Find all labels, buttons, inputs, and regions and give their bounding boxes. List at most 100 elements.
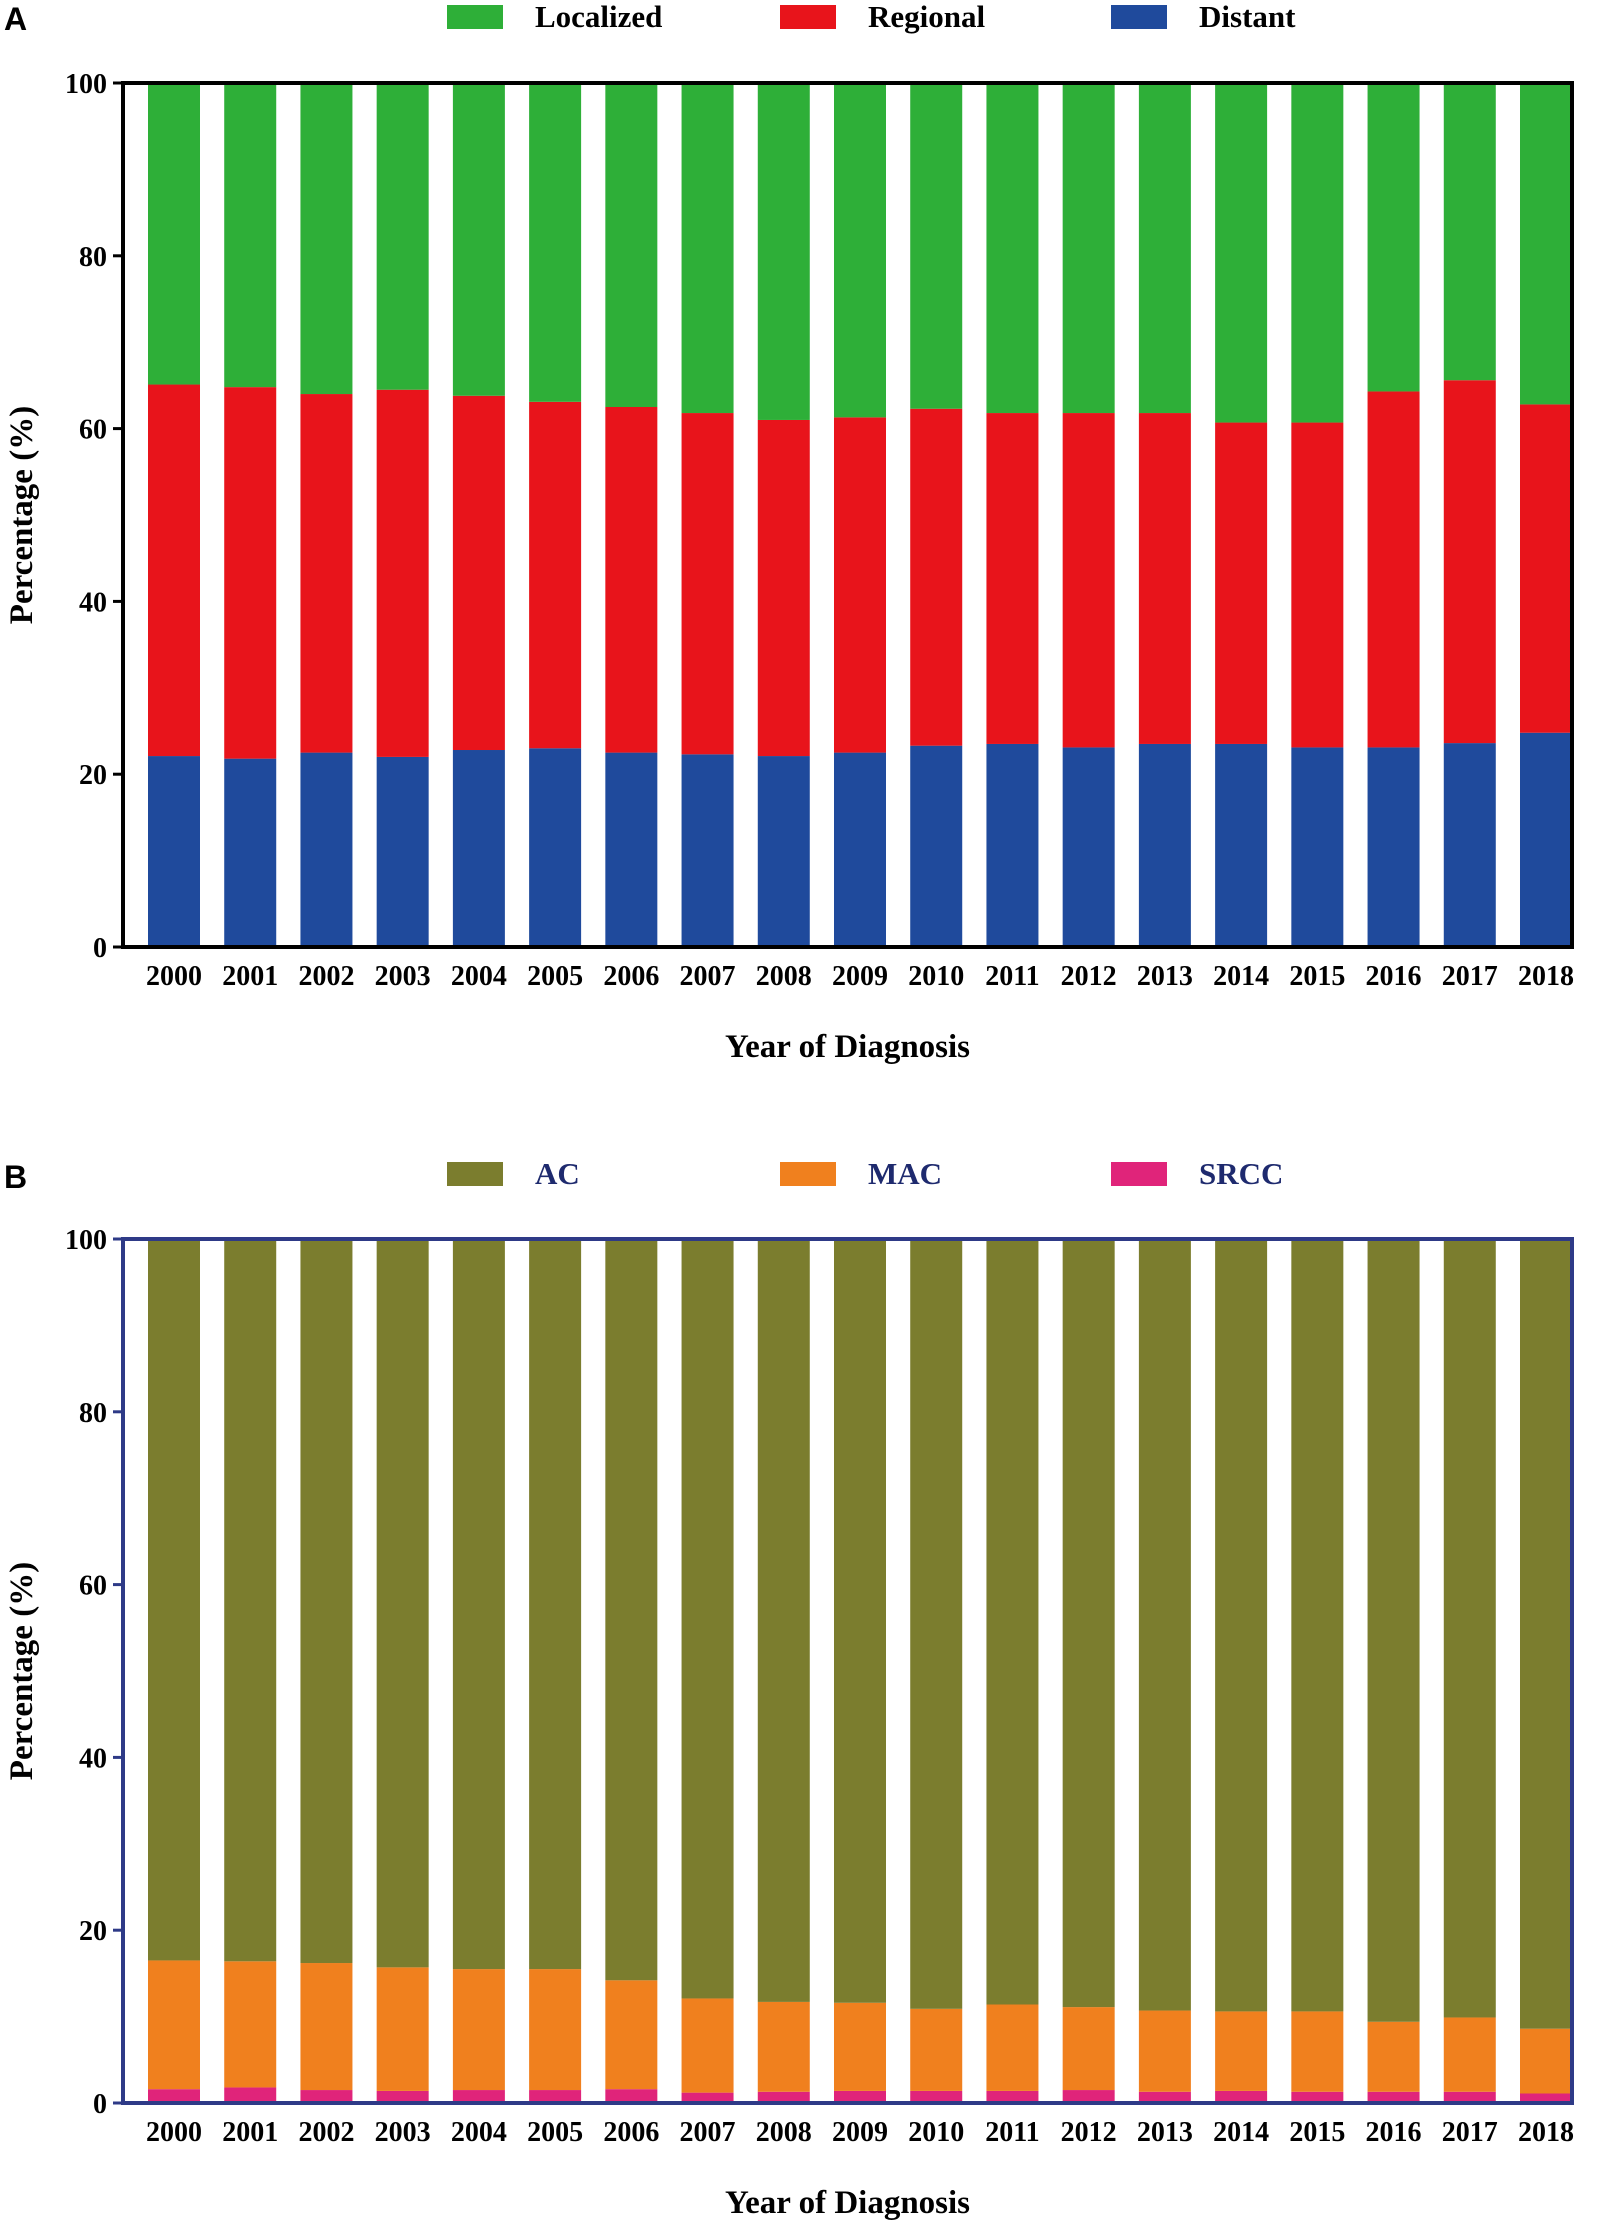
bar-distant-2006 [605, 752, 658, 947]
y-tick-label: 20 [79, 760, 107, 791]
bar-mac-2012 [1062, 2007, 1115, 2091]
y-axis-title: Percentage (%) [4, 406, 40, 624]
bar-localized-2007 [681, 83, 734, 414]
bar-ac-2001 [224, 1239, 277, 1962]
x-tick-label: 2015 [1289, 961, 1345, 992]
bar-distant-2000 [148, 756, 200, 947]
bar-localized-2013 [1138, 83, 1191, 414]
bar-regional-2011 [986, 413, 1039, 744]
x-tick-label: 2013 [1137, 961, 1193, 992]
bar-ac-2005 [529, 1239, 582, 1970]
bar-localized-2001 [224, 83, 277, 388]
bar-distant-2017 [1443, 743, 1496, 947]
legend-swatch-srcc [1111, 1162, 1167, 1186]
x-tick-label: 2011 [985, 2117, 1039, 2148]
bar-ac-2014 [1215, 1239, 1268, 2012]
bar-srcc-2004 [452, 2090, 505, 2103]
legend-label-regional: Regional [868, 0, 986, 34]
plot-frame [121, 1237, 1574, 2105]
x-tick-label: 2010 [908, 961, 964, 992]
bar-srcc-2006 [605, 2089, 658, 2103]
x-tick-label: 2009 [832, 2117, 888, 2148]
bar-distant-2005 [529, 748, 582, 947]
bar-regional-2013 [1138, 413, 1191, 744]
bar-distant-2009 [834, 752, 886, 947]
x-tick-label: 2018 [1518, 2117, 1574, 2148]
y-tick-label: 0 [93, 933, 107, 964]
bar-ac-2015 [1291, 1239, 1344, 2012]
y-tick-label: 60 [79, 1571, 107, 1602]
bar-regional-2018 [1520, 404, 1572, 733]
legend-label-distant: Distant [1199, 0, 1296, 34]
y-tick-label: 80 [79, 242, 107, 273]
bar-srcc-2017 [1443, 2091, 1496, 2103]
x-tick-label: 2003 [375, 2117, 431, 2148]
panel-label-a: A [4, 1, 27, 37]
plot-frame [121, 81, 1574, 949]
bar-mac-2010 [910, 2008, 963, 2091]
x-tick-label: 2004 [451, 961, 507, 992]
bar-localized-2006 [605, 83, 658, 407]
bar-regional-2000 [148, 384, 200, 757]
bar-srcc-2013 [1138, 2091, 1191, 2103]
bar-mac-2016 [1367, 2021, 1420, 2092]
bar-srcc-2002 [300, 2090, 353, 2103]
bar-mac-2003 [376, 1967, 429, 2091]
bar-distant-2011 [986, 743, 1039, 947]
bar-srcc-2018 [1520, 2093, 1572, 2103]
bar-distant-2014 [1215, 743, 1268, 947]
bar-mac-2013 [1138, 2010, 1191, 2092]
bar-mac-2007 [681, 1998, 734, 2093]
bar-srcc-2015 [1291, 2091, 1344, 2103]
y-tick-label: 100 [65, 1225, 107, 1256]
bar-ac-2010 [910, 1239, 963, 2009]
x-tick-label: 2000 [146, 961, 202, 992]
y-tick-label: 40 [79, 587, 107, 618]
bar-regional-2008 [757, 419, 810, 757]
bar-ac-2002 [300, 1239, 353, 1964]
bar-ac-2012 [1062, 1239, 1115, 2008]
x-tick-label: 2013 [1137, 2117, 1193, 2148]
x-tick-label: 2017 [1442, 961, 1498, 992]
bar-localized-2003 [376, 83, 429, 390]
bar-localized-2015 [1291, 83, 1344, 423]
bar-mac-2009 [834, 2002, 886, 2091]
bar-distant-2008 [757, 756, 810, 947]
legend-label-localized: Localized [535, 0, 662, 34]
bar-localized-2014 [1215, 83, 1268, 423]
bar-mac-2000 [148, 1960, 200, 2090]
bar-localized-2017 [1443, 83, 1496, 381]
legend-swatch-ac [447, 1162, 503, 1186]
bar-srcc-2007 [681, 2092, 734, 2103]
x-tick-label: 2010 [908, 2117, 964, 2148]
bar-localized-2010 [910, 83, 963, 409]
bar-ac-2006 [605, 1239, 658, 1981]
bar-mac-2015 [1291, 2011, 1344, 2092]
x-tick-label: 2007 [680, 961, 736, 992]
bar-localized-2002 [300, 83, 353, 395]
bar-srcc-2012 [1062, 2090, 1115, 2103]
legend-label-mac: MAC [868, 1156, 942, 1191]
x-tick-label: 2018 [1518, 961, 1574, 992]
bar-ac-2013 [1138, 1239, 1191, 2011]
bar-regional-2004 [452, 395, 505, 751]
bar-regional-2006 [605, 407, 658, 753]
legend-swatch-mac [780, 1162, 836, 1186]
bar-ac-2007 [681, 1239, 734, 1999]
legend-swatch-regional [780, 5, 836, 29]
bar-srcc-2009 [834, 2090, 886, 2103]
bar-ac-2000 [148, 1239, 200, 1961]
bar-ac-2017 [1443, 1239, 1496, 2018]
bar-localized-2009 [834, 83, 886, 418]
bar-distant-2007 [681, 754, 734, 947]
bar-regional-2014 [1215, 422, 1268, 744]
x-tick-label: 2005 [527, 961, 583, 992]
bar-regional-2009 [834, 417, 886, 753]
bar-distant-2004 [452, 750, 505, 947]
bar-distant-2018 [1520, 732, 1572, 947]
bar-ac-2018 [1520, 1239, 1572, 2029]
x-axis-title: Year of Diagnosis [725, 1029, 970, 1065]
bar-srcc-2005 [529, 2090, 582, 2103]
bar-localized-2004 [452, 83, 505, 396]
